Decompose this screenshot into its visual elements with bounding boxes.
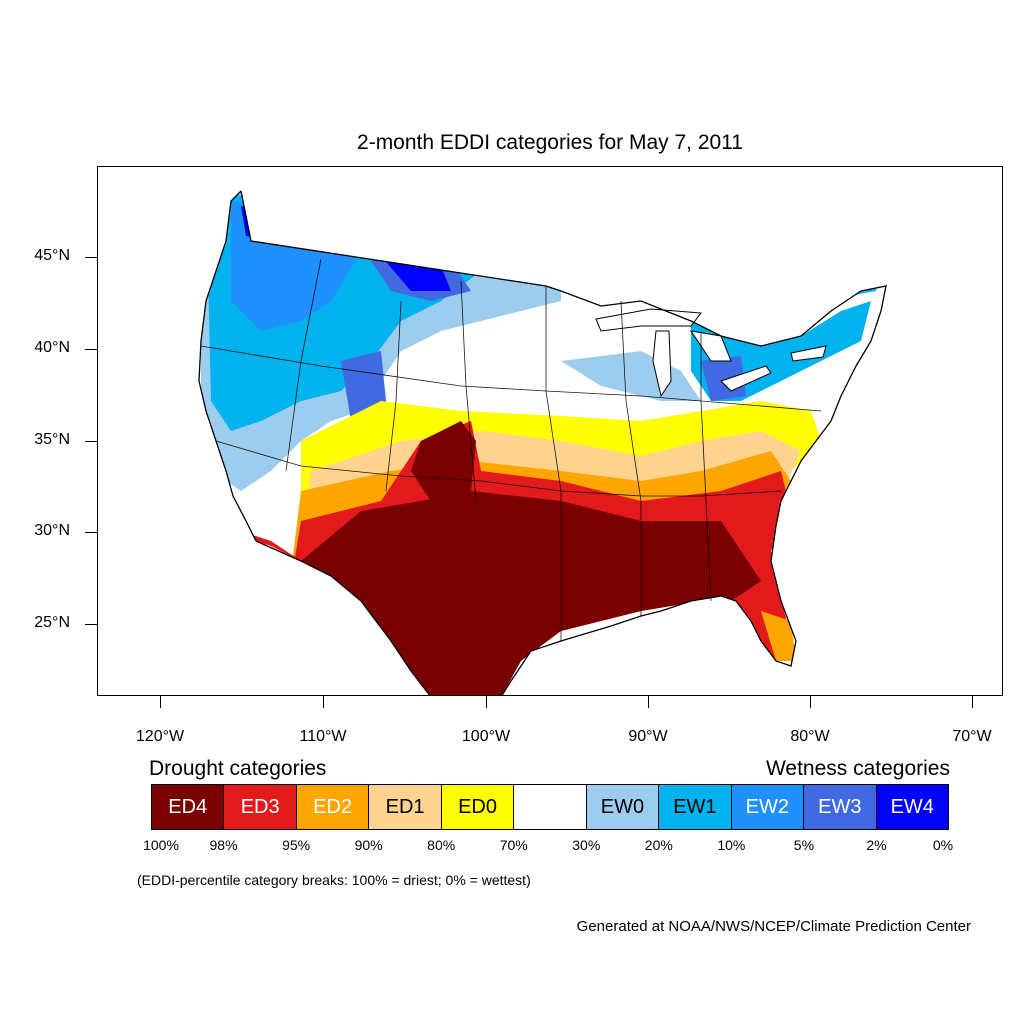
- lat-label: 25°N: [34, 614, 70, 631]
- break-label: 30%: [572, 837, 601, 853]
- lat-label: 30°N: [34, 522, 70, 539]
- legend-colorbar: ED4 ED3 ED2 ED1 ED0 EW0 EW1 EW2 EW3 EW4: [151, 784, 949, 830]
- break-label: 80%: [427, 837, 456, 853]
- legend-box-neutral: [514, 785, 587, 829]
- legend-box-ew4: EW4: [876, 785, 948, 829]
- lat-label: 45°N: [34, 247, 70, 264]
- lon-label: 120°W: [135, 728, 185, 745]
- break-label: 98%: [209, 837, 238, 853]
- legend-box-ew2: EW2: [731, 785, 805, 829]
- break-label: 100%: [143, 837, 179, 853]
- break-label: 10%: [717, 837, 746, 853]
- map-panel: [97, 166, 1003, 696]
- break-label: 70%: [499, 837, 528, 853]
- lon-label: 70°W: [952, 728, 992, 745]
- legend-box-ew0: EW0: [586, 785, 660, 829]
- lon-tick: [648, 696, 649, 708]
- break-label: 20%: [644, 837, 673, 853]
- legend-box-ed0: ED0: [441, 785, 515, 829]
- lat-tick: [85, 624, 97, 625]
- legend-box-ed4: ED4: [152, 785, 225, 829]
- state-lines: [200, 258, 822, 641]
- lon-tick: [972, 696, 973, 708]
- break-label: 0%: [932, 837, 954, 853]
- break-label: 95%: [282, 837, 311, 853]
- legend-box-ed2: ED2: [296, 785, 370, 829]
- eddi-fill: [201, 191, 881, 695]
- lon-label: 100°W: [461, 728, 511, 745]
- breaks-note: (EDDI-percentile category breaks: 100% =…: [137, 872, 531, 888]
- break-label: 5%: [793, 837, 815, 853]
- lat-tick: [85, 257, 97, 258]
- legend-box-ew1: EW1: [659, 785, 732, 829]
- borders: [198, 190, 887, 695]
- map-title: 2-month EDDI categories for May 7, 2011: [357, 131, 743, 154]
- lat-tick: [85, 349, 97, 350]
- wetness-heading: Wetness categories: [765, 757, 950, 780]
- lon-tick: [323, 696, 324, 708]
- credit-line: Generated at NOAA/NWS/NCEP/Climate Predi…: [576, 918, 971, 935]
- lat-label: 40°N: [34, 339, 70, 356]
- drought-heading: Drought categories: [149, 757, 327, 780]
- lon-label: 80°W: [790, 728, 830, 745]
- eddi-map: [198, 190, 887, 695]
- lat-label: 35°N: [34, 431, 70, 448]
- break-label: 90%: [354, 837, 383, 853]
- legend-box-ed1: ED1: [369, 785, 442, 829]
- lat-tick: [85, 532, 97, 533]
- lon-tick: [486, 696, 487, 708]
- lon-tick: [810, 696, 811, 708]
- lon-tick: [160, 696, 161, 708]
- legend-box-ew3: EW3: [804, 785, 877, 829]
- break-label: 2%: [866, 837, 887, 853]
- lon-label: 90°W: [628, 728, 668, 745]
- legend-box-ed3: ED3: [224, 785, 297, 829]
- lat-tick: [85, 441, 97, 442]
- lon-label: 110°W: [299, 728, 347, 745]
